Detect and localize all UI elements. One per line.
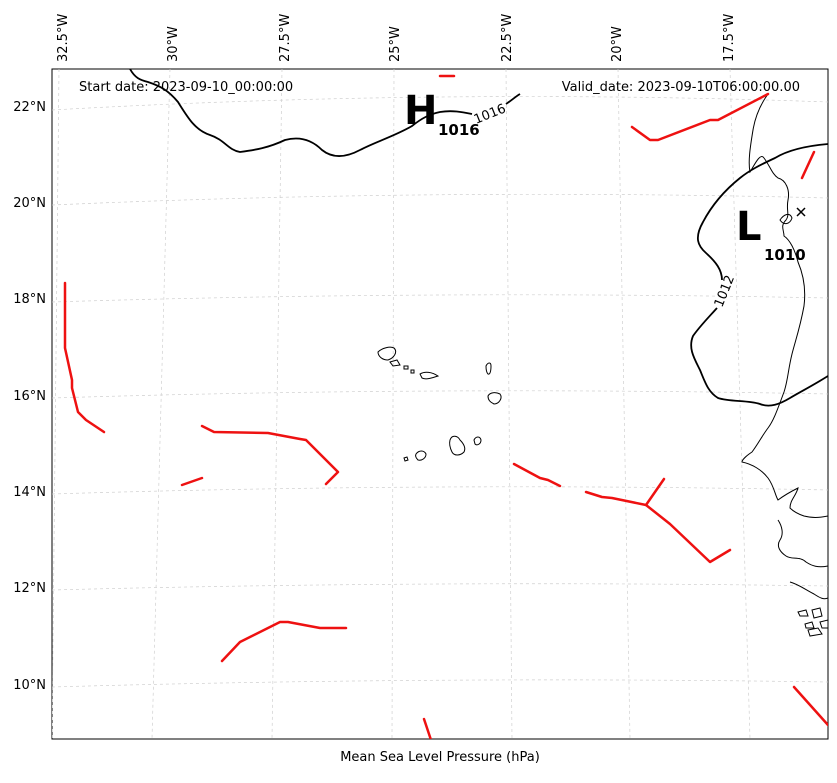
island <box>403 365 409 370</box>
island-sao-vicente <box>389 359 401 367</box>
low-pressure-center: L 1010 <box>736 204 806 264</box>
africa-coastline <box>741 93 828 518</box>
front-line <box>630 92 770 142</box>
island-boa-vista <box>487 392 502 405</box>
island <box>807 627 823 637</box>
lon-label: 32.5°W <box>56 14 71 62</box>
africa-coastline <box>789 581 828 600</box>
island-sao-nicolau <box>419 371 440 380</box>
front-line <box>800 150 816 180</box>
graticule <box>52 69 828 739</box>
island-brava <box>403 456 409 462</box>
map-content: 1016 1012 H 1016 L 1010 Start date: 2023… <box>52 69 828 739</box>
island <box>819 619 828 629</box>
coastlines <box>377 93 828 637</box>
front-line <box>644 503 732 564</box>
front-line <box>220 620 348 663</box>
front-line <box>200 424 340 486</box>
lon-label: 17.5°W <box>722 14 737 62</box>
front-line <box>584 477 666 507</box>
island <box>410 369 415 374</box>
front-line <box>512 462 562 488</box>
island <box>811 607 823 619</box>
island-maio <box>473 436 482 446</box>
lon-label: 22.5°W <box>500 14 515 62</box>
low-center-marker-icon <box>796 207 806 217</box>
island <box>804 621 815 629</box>
island-fogo <box>415 450 427 461</box>
island <box>797 609 809 617</box>
lat-label: 12°N <box>13 581 46 596</box>
lon-label: 25°W <box>388 26 403 62</box>
lat-label: 10°N <box>13 678 46 693</box>
high-pressure-center: H 1016 <box>404 88 480 139</box>
lat-label: 16°N <box>13 389 46 404</box>
map-frame <box>51 68 829 740</box>
high-symbol: H <box>404 88 437 134</box>
high-pressure-value: 1016 <box>438 121 480 139</box>
front-line <box>63 281 106 434</box>
lon-label: 30°W <box>166 26 181 62</box>
low-pressure-value: 1010 <box>764 246 806 264</box>
island-santo-antao <box>377 346 397 361</box>
colorbar-label: Mean Sea Level Pressure (hPa) <box>340 750 540 765</box>
lon-label: 20°W <box>610 26 625 62</box>
valid-date-text: Valid_date: 2023-09-10T06:00:00.00 <box>562 80 800 95</box>
isobars <box>129 69 828 407</box>
island <box>779 213 793 225</box>
isobar-1016 <box>505 93 521 105</box>
lat-label: 18°N <box>13 292 46 307</box>
africa-coastline <box>777 519 828 568</box>
isobar-1012 <box>696 143 828 281</box>
front-line <box>792 685 828 727</box>
low-symbol: L <box>736 204 762 250</box>
lon-label: 27.5°W <box>278 14 293 62</box>
isobar-1012 <box>690 307 828 407</box>
latitude-labels: 22°N 20°N 18°N 16°N 14°N 12°N 10°N <box>13 100 46 693</box>
lat-label: 22°N <box>13 100 46 115</box>
front-line <box>422 717 432 739</box>
island-santiago <box>449 435 466 456</box>
isobar-1016 <box>129 69 473 157</box>
longitude-labels: 32.5°W 30°W 27.5°W 25°W 22.5°W 20°W 17.5… <box>56 14 737 62</box>
lat-label: 14°N <box>13 485 46 500</box>
lat-label: 20°N <box>13 196 46 211</box>
front-line <box>180 476 204 487</box>
start-date-text: Start date: 2023-09-10_00:00:00 <box>79 80 293 95</box>
island-sal <box>485 362 492 375</box>
fronts <box>63 74 828 739</box>
